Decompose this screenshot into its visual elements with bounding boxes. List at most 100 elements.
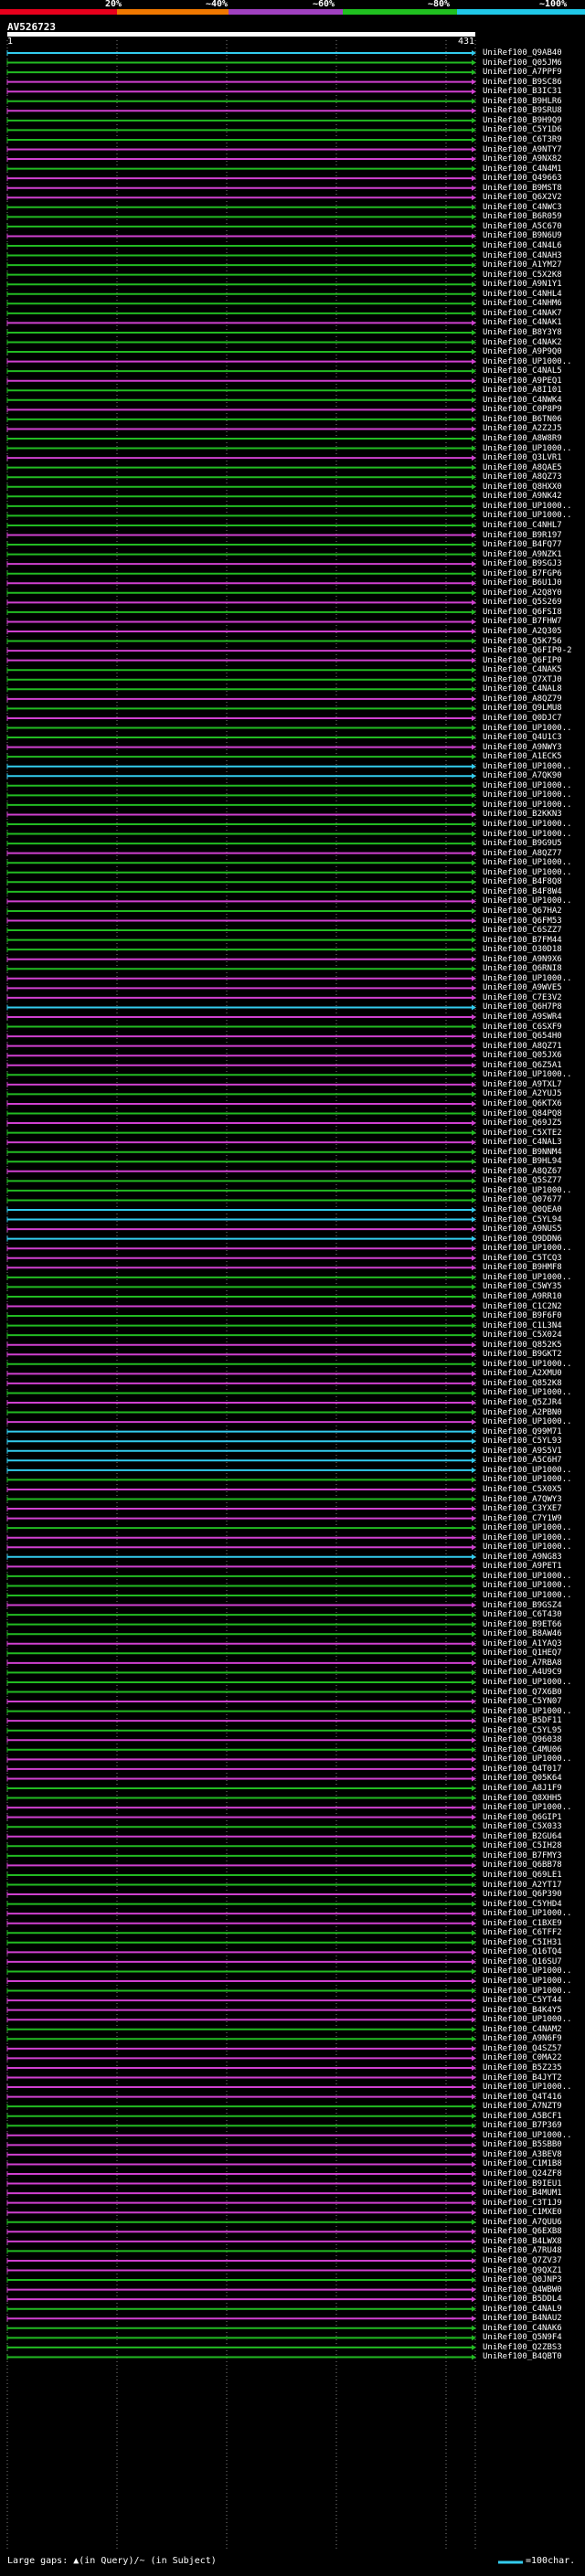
hit-label[interactable]: UniRef100_Q6EXB8: [483, 2227, 562, 2237]
hit-label[interactable]: UniRef100_UP1000..: [483, 829, 572, 839]
hit-label[interactable]: UniRef100_Q6GIP1: [483, 1812, 562, 1822]
hit-label[interactable]: UniRef100_O30D18: [483, 945, 562, 955]
hit-label[interactable]: UniRef100_UP1000..: [483, 1359, 572, 1369]
hit-label[interactable]: UniRef100_UP1000..: [483, 501, 572, 511]
hit-label[interactable]: UniRef100_UP1000..: [483, 1966, 572, 1977]
hit-label[interactable]: UniRef100_C4NAK2: [483, 337, 562, 347]
hit-label[interactable]: UniRef100_Q84PQ8: [483, 1108, 562, 1118]
hit-label[interactable]: UniRef100_B6U1J0: [483, 578, 562, 588]
hit-label[interactable]: UniRef100_Q9LMU8: [483, 704, 562, 714]
hit-label[interactable]: UniRef100_A8QZ71: [483, 1041, 562, 1051]
hit-label[interactable]: UniRef100_A9PEQ1: [483, 376, 562, 386]
hit-label[interactable]: UniRef100_A2Q8Y0: [483, 588, 562, 598]
hit-label[interactable]: UniRef100_Q05JM6: [483, 58, 562, 68]
hit-label[interactable]: UniRef100_A1YAQ3: [483, 1638, 562, 1648]
hit-label[interactable]: UniRef100_C5XTE2: [483, 1128, 562, 1138]
hit-label[interactable]: UniRef100_B9IEU1: [483, 2178, 562, 2189]
hit-label[interactable]: UniRef100_C5WY35: [483, 1282, 562, 1292]
hit-label[interactable]: UniRef100_B4K4Y5: [483, 2005, 562, 2015]
hit-label[interactable]: UniRef100_B9R197: [483, 530, 562, 540]
hit-label[interactable]: UniRef100_A9RR10: [483, 1291, 562, 1301]
hit-label[interactable]: UniRef100_C4NWK4: [483, 395, 562, 405]
hit-label[interactable]: UniRef100_C4NAK6: [483, 2323, 562, 2333]
hit-label[interactable]: UniRef100_Q4WBW0: [483, 2284, 562, 2295]
hit-label[interactable]: UniRef100_B7FM44: [483, 935, 562, 945]
hit-label[interactable]: UniRef100_Q4U1C3: [483, 733, 562, 743]
hit-label[interactable]: UniRef100_A9PET1: [483, 1562, 562, 1572]
hit-label[interactable]: UniRef100_Q16SU7: [483, 1956, 562, 1966]
hit-label[interactable]: UniRef100_C5IH31: [483, 1937, 562, 1947]
hit-label[interactable]: UniRef100_A9N1Y1: [483, 280, 562, 290]
hit-label[interactable]: UniRef100_Q6FIP0: [483, 655, 562, 665]
hit-label[interactable]: UniRef100_Q0QEA0: [483, 1205, 562, 1214]
hit-label[interactable]: UniRef100_Q1HEQ7: [483, 1648, 562, 1659]
hit-label[interactable]: UniRef100_Q0JNP3: [483, 2275, 562, 2285]
hit-label[interactable]: UniRef100_A9NX82: [483, 154, 562, 164]
hit-label[interactable]: UniRef100_B9GSZ4: [483, 1600, 562, 1610]
hit-label[interactable]: UniRef100_B2KKN3: [483, 810, 562, 820]
hit-label[interactable]: UniRef100_C4NAL8: [483, 684, 562, 694]
hit-label[interactable]: UniRef100_UP1000..: [483, 1388, 572, 1398]
hit-label[interactable]: UniRef100_A7PPF9: [483, 68, 562, 78]
hit-label[interactable]: UniRef100_B9G9U5: [483, 839, 562, 849]
hit-label[interactable]: UniRef100_C5YL95: [483, 1725, 562, 1735]
hit-label[interactable]: UniRef100_B4MUM1: [483, 2189, 562, 2199]
hit-label[interactable]: UniRef100_C4NAH3: [483, 250, 562, 260]
hit-label[interactable]: UniRef100_C5YHD4: [483, 1899, 562, 1909]
hit-label[interactable]: UniRef100_C5Y1D6: [483, 125, 562, 135]
hit-label[interactable]: UniRef100_UP1000..: [483, 511, 572, 521]
hit-label[interactable]: UniRef100_B4QBT0: [483, 2352, 562, 2362]
hit-label[interactable]: UniRef100_A8QZ67: [483, 1166, 562, 1176]
hit-label[interactable]: UniRef100_C4NAL5: [483, 366, 562, 376]
hit-label[interactable]: UniRef100_UP1000..: [483, 1272, 572, 1282]
hit-label[interactable]: UniRef100_C6T430: [483, 1610, 562, 1620]
hit-label[interactable]: UniRef100_A9NG83: [483, 1552, 562, 1562]
hit-label[interactable]: UniRef100_B5DF11: [483, 1716, 562, 1726]
hit-label[interactable]: UniRef100_C6TFF2: [483, 1928, 562, 1938]
hit-label[interactable]: UniRef100_Q654H0: [483, 1032, 562, 1042]
hit-label[interactable]: UniRef100_A1ECK5: [483, 752, 562, 762]
hit-label[interactable]: UniRef100_UP1000..: [483, 820, 572, 829]
hit-label[interactable]: UniRef100_A9NK42: [483, 492, 562, 502]
hit-label[interactable]: UniRef100_Q6H7P8: [483, 1002, 562, 1012]
hit-label[interactable]: UniRef100_B7FHW7: [483, 617, 562, 627]
hit-label[interactable]: UniRef100_UP1000..: [483, 1532, 572, 1542]
hit-label[interactable]: UniRef100_A9NUS5: [483, 1224, 562, 1235]
hit-label[interactable]: UniRef100_B9F6F0: [483, 1311, 562, 1321]
hit-label[interactable]: UniRef100_B6TN06: [483, 414, 562, 424]
hit-label[interactable]: UniRef100_C5IH28: [483, 1841, 562, 1851]
hit-label[interactable]: UniRef100_A1YM27: [483, 260, 562, 270]
hit-label[interactable]: UniRef100_Q5SZ77: [483, 1176, 562, 1186]
hit-label[interactable]: UniRef100_A2YT17: [483, 1880, 562, 1890]
hit-label[interactable]: UniRef100_Q852K5: [483, 1340, 562, 1350]
hit-label[interactable]: UniRef100_UP1000..: [483, 2130, 572, 2140]
hit-label[interactable]: UniRef100_B7FMY3: [483, 1850, 562, 1860]
hit-label[interactable]: UniRef100_UP1000..: [483, 2015, 572, 2025]
hit-label[interactable]: UniRef100_A5BCF1: [483, 2111, 562, 2121]
hit-label[interactable]: UniRef100_A8I101: [483, 386, 562, 396]
hit-label[interactable]: UniRef100_A8QZ77: [483, 848, 562, 858]
hit-label[interactable]: UniRef100_B9MST8: [483, 183, 562, 193]
hit-label[interactable]: UniRef100_C5YN07: [483, 1697, 562, 1707]
hit-label[interactable]: UniRef100_UP1000..: [483, 1475, 572, 1485]
hit-label[interactable]: UniRef100_A8QZ79: [483, 694, 562, 704]
hit-label[interactable]: UniRef100_B9H9Q9: [483, 115, 562, 125]
hit-label[interactable]: UniRef100_C4MU06: [483, 1744, 562, 1754]
hit-label[interactable]: UniRef100_Q7ZV37: [483, 2255, 562, 2265]
hit-label[interactable]: UniRef100_C5YL94: [483, 1214, 562, 1224]
hit-label[interactable]: UniRef100_A9NTY7: [483, 144, 562, 154]
hit-label[interactable]: UniRef100_Q6P390: [483, 1890, 562, 1900]
hit-label[interactable]: UniRef100_UP1000..: [483, 723, 572, 733]
hit-label[interactable]: UniRef100_UP1000..: [483, 1909, 572, 1919]
hit-label[interactable]: UniRef100_Q6BB78: [483, 1860, 562, 1871]
hit-label[interactable]: UniRef100_UP1000..: [483, 761, 572, 771]
hit-label[interactable]: UniRef100_Q6KTX6: [483, 1098, 562, 1108]
hit-label[interactable]: UniRef100_A7QK90: [483, 771, 562, 781]
hit-label[interactable]: UniRef100_B9HLR6: [483, 96, 562, 106]
hit-label[interactable]: UniRef100_C1MXE0: [483, 2208, 562, 2218]
hit-label[interactable]: UniRef100_UP1000..: [483, 1706, 572, 1716]
hit-label[interactable]: UniRef100_UP1000..: [483, 1803, 572, 1813]
hit-label[interactable]: UniRef100_C4NWC3: [483, 202, 562, 212]
hit-label[interactable]: UniRef100_A9NZK1: [483, 549, 562, 559]
hit-label[interactable]: UniRef100_C4NAL3: [483, 1138, 562, 1148]
